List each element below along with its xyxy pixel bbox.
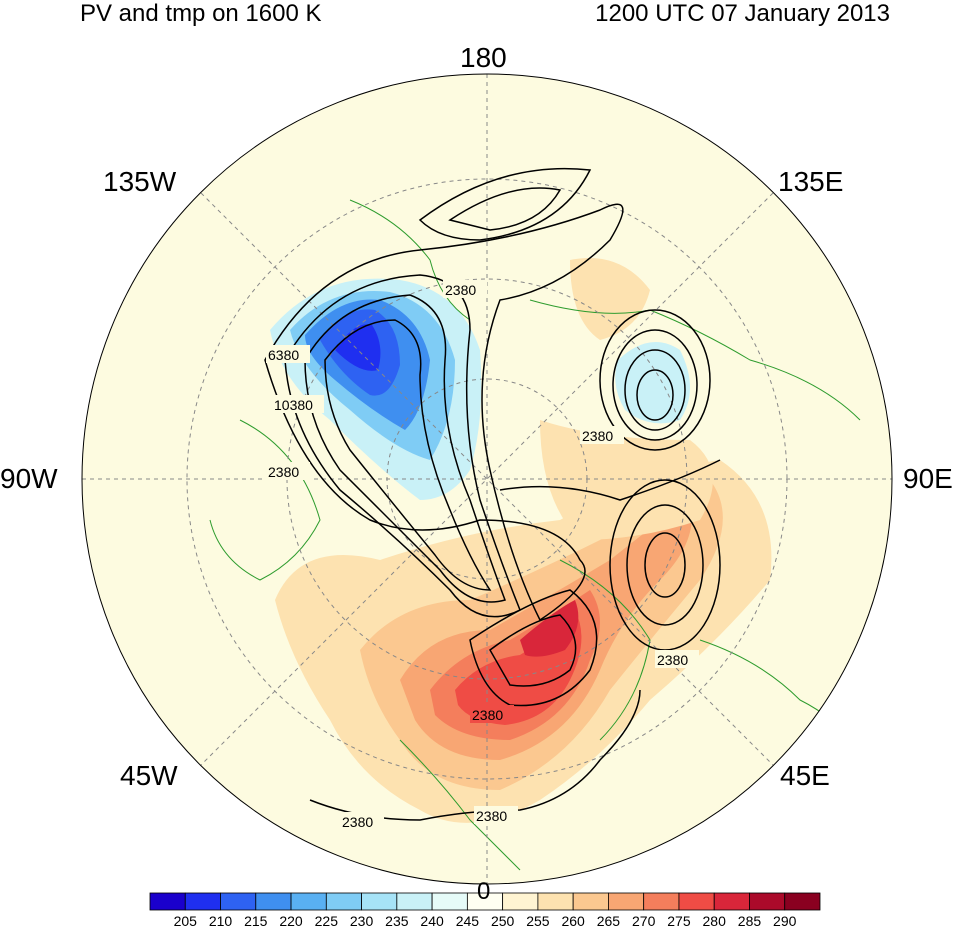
colorbar-swatch — [502, 892, 539, 911]
lon-label-180: 180 — [460, 42, 507, 73]
lon-label-135e: 135E — [778, 166, 844, 197]
colorbar-swatch — [220, 892, 257, 911]
lon-label-90e: 90E — [903, 463, 953, 494]
map-border — [81, 73, 893, 885]
colorbar-tick-label: 220 — [279, 913, 303, 927]
colorbar-swatch — [396, 892, 433, 911]
contour-label: 2380 — [472, 707, 503, 723]
colorbar-tick-label: 280 — [703, 913, 727, 927]
colorbar-swatch — [608, 892, 645, 911]
colorbar-swatch — [290, 892, 327, 911]
contour-label: 10380 — [274, 397, 313, 413]
colorbar-swatch — [149, 892, 186, 911]
plot-date: 1200 UTC 07 January 2013 — [595, 0, 890, 27]
contour-label: 2380 — [657, 652, 688, 668]
colorbar-swatch — [713, 892, 750, 911]
warm-region-east2 — [540, 420, 713, 540]
colorbar-swatch — [255, 892, 292, 911]
colorbar-tick-label: 210 — [209, 913, 233, 927]
graticule — [82, 74, 892, 884]
colorbar-swatch — [643, 892, 680, 911]
contour-label: 2380 — [582, 428, 613, 444]
colorbar-swatch — [572, 892, 609, 911]
cold-region-205 — [335, 324, 381, 371]
colorbar-swatch — [431, 892, 468, 911]
colorbar-swatch — [184, 892, 221, 911]
colorbar-tick-label: 225 — [315, 913, 339, 927]
lon-label-45w: 45W — [120, 760, 178, 791]
contour-label: 2380 — [445, 282, 476, 298]
temperature-field — [270, 258, 772, 823]
colorbar-tick-label: 250 — [491, 913, 515, 927]
colorbar-swatch — [749, 892, 786, 911]
contour-label-group: 2380 6380 10380 2380 2380 2380 2380 2380… — [266, 280, 699, 830]
colorbar-tick-label: 265 — [597, 913, 621, 927]
colorbar-tick-label: 290 — [773, 913, 797, 927]
warm-region-285 — [520, 600, 579, 657]
lon-label-90w: 90W — [0, 463, 58, 494]
pv-contours — [264, 167, 721, 821]
colorbar-tick-label: 245 — [456, 913, 480, 927]
colorbar-tick-label: 235 — [385, 913, 409, 927]
colorbar-tick-label: 275 — [667, 913, 691, 927]
lon-label-135w: 135W — [103, 166, 177, 197]
colorbar-tick-label: 230 — [350, 913, 374, 927]
colorbar-swatch — [784, 892, 821, 911]
colorbar-tick-label: 215 — [244, 913, 268, 927]
colorbar-tick-label: 270 — [632, 913, 656, 927]
colorbar-tick-label: 255 — [526, 913, 550, 927]
colorbar-tick-label: 205 — [174, 913, 198, 927]
colorbar-tick-label: 285 — [738, 913, 762, 927]
colorbar-swatch — [361, 892, 398, 911]
colorbar-tick-label: 240 — [420, 913, 444, 927]
lon-label-45e: 45E — [780, 760, 830, 791]
colorbar-swatch — [537, 892, 574, 911]
contour-label: 6380 — [268, 347, 299, 363]
colorbar-swatch — [678, 892, 715, 911]
contour-label: 2380 — [342, 814, 373, 830]
warm-region-east — [570, 258, 650, 340]
colorbar: 205 210 215 220 225 230 235 240 245 250 255 260 265 2… — [149, 892, 821, 927]
colorbar-swatch — [325, 892, 362, 911]
contour-label: 2380 — [476, 808, 507, 824]
colorbar-tick-label: 260 — [561, 913, 585, 927]
lon-label-0: 0 — [477, 878, 491, 905]
contour-label: 2380 — [268, 464, 299, 480]
plot-title: PV and tmp on 1600 K — [80, 0, 322, 27]
